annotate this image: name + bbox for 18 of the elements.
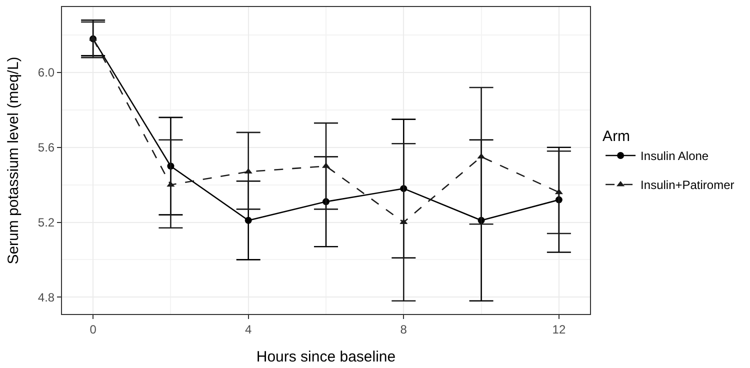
x-tick-label: 8 xyxy=(400,322,408,336)
point xyxy=(166,181,175,187)
point xyxy=(400,218,408,224)
y-tick-label: 6.0 xyxy=(38,66,55,80)
x-tick-label: 0 xyxy=(90,322,97,336)
x-axis-title: Hours since baseline xyxy=(256,348,396,366)
legend-label: Insulin+Patiromer xyxy=(640,178,734,192)
y-tick-label: 5.6 xyxy=(38,140,55,155)
point xyxy=(554,188,563,194)
x-tick-label: 4 xyxy=(245,322,252,336)
point xyxy=(244,216,252,224)
y-axis-title: Serum potassium level (meq/L) xyxy=(5,56,22,264)
legend-label: Insulin Alone xyxy=(640,149,709,164)
y-tick-label: 4.8 xyxy=(38,290,55,304)
y-tick-label: 5.2 xyxy=(38,215,55,230)
point xyxy=(477,153,486,159)
x-tick-label: 12 xyxy=(552,322,566,336)
legend-title: Arm xyxy=(602,128,630,145)
